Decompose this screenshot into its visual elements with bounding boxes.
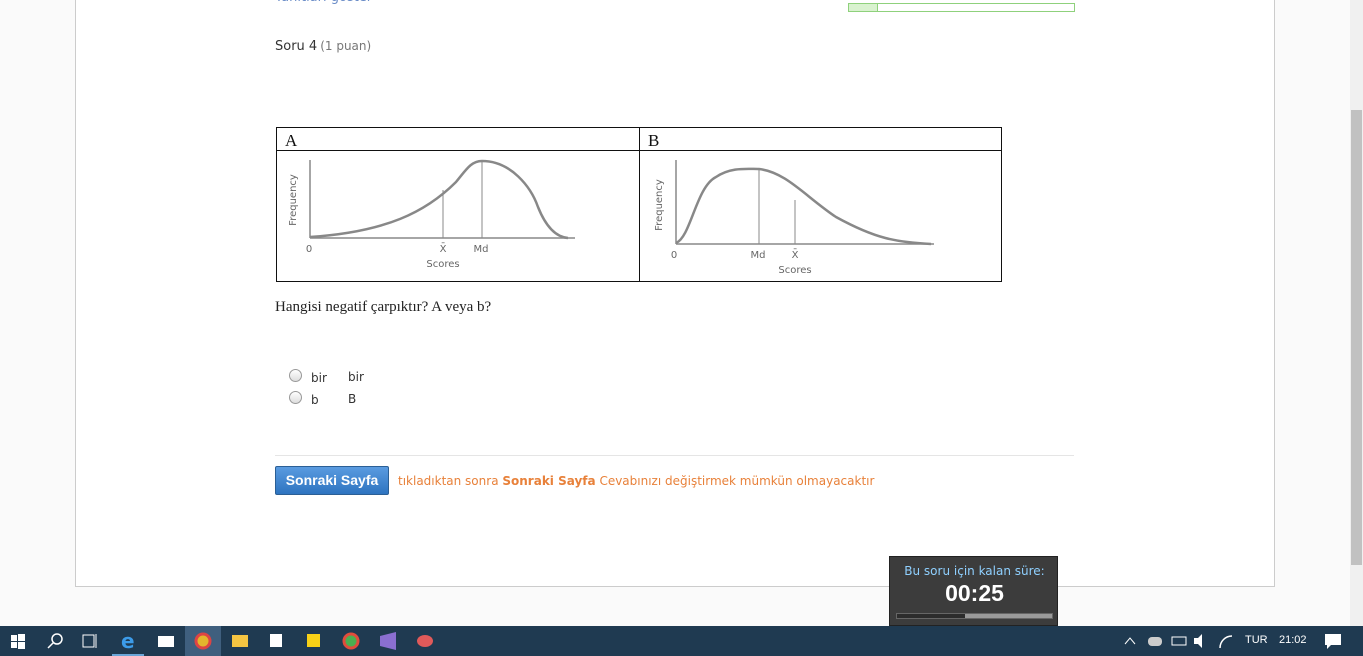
battery-icon[interactable] [1171,636,1187,646]
content-card [75,0,1275,587]
notes-icon[interactable] [307,634,320,647]
option-label[interactable]: b [311,393,319,407]
option-label[interactable]: bir [311,371,327,385]
origin-label: 0 [671,250,677,261]
y-axis-label: Frequency [654,179,665,231]
radio-button[interactable] [289,391,302,404]
x-axis-label: Scores [426,259,459,270]
panel-b-graph [675,160,934,246]
timer-value: 00:25 [945,580,1004,606]
system-tray [1124,634,1341,649]
timer-bar-fill [897,614,965,618]
tray-arrow[interactable] [1124,637,1136,645]
volume-icon[interactable] [1194,634,1202,648]
panel-label: B [648,131,659,150]
question-text: Hangisi negatif çarpıktır? A veya b? [275,299,492,315]
note-text: tıkladıktan sonra [398,474,499,488]
timer-bar [896,613,1053,619]
active-indicator [112,654,144,656]
store-icon[interactable] [270,634,282,647]
app-icon[interactable] [417,635,433,647]
progress-fill [849,4,878,11]
origin-label: 0 [306,244,312,255]
y-axis-label: Frequency [288,174,299,226]
option-text[interactable]: B [348,392,357,406]
show-answers-link[interactable]: Yanıtları göster [275,0,372,5]
progress-bar [848,3,1075,12]
panel-a-graph [309,159,575,240]
wifi-icon[interactable] [1219,635,1233,649]
search-button[interactable] [47,633,63,649]
explorer-icon[interactable] [232,635,248,647]
marker-label: Md [751,250,766,261]
radio-button[interactable] [289,369,302,382]
language-indicator[interactable]: TUR [1245,634,1268,646]
question-points: (1 puan) [320,39,372,53]
separator [275,455,1074,456]
marker-label: Md [474,244,489,255]
task-view[interactable] [82,634,97,648]
panel-label: A [285,131,298,150]
taskbar [0,626,1363,656]
edge-icon[interactable]: e [121,629,135,653]
chrome-icon[interactable] [194,632,212,650]
question-title: Soru 4 [275,39,318,54]
x-axis-label: Scores [778,265,811,276]
next-page-button[interactable]: Sonraki Sayfa [275,466,389,495]
vs-icon[interactable] [380,632,396,650]
note-emphasis: Sonraki Sayfa [502,474,596,488]
timer-label: Bu soru için kalan süre: [904,564,1045,578]
notification-icon[interactable] [1325,634,1341,649]
warning-note: tıkladıktan sonra Sonraki Sayfa Cevabını… [398,474,874,488]
marker-label: X̄ [792,248,799,261]
clock[interactable]: 21:02 [1279,634,1307,646]
marker-label: X̄ [440,242,447,255]
timer-box: Bu soru için kalan süre: 00:25 [889,556,1058,626]
mail-icon[interactable] [158,636,174,647]
cloud-icon[interactable] [1148,637,1162,646]
start-button[interactable] [11,634,25,649]
question-figure: A B Frequency 0 X̄ Md Scores Frequency 0… [276,127,1002,282]
taskbar-icons: e [11,626,433,656]
chrome-alt-icon[interactable] [342,632,360,650]
option-text[interactable]: bir [348,370,364,384]
question-heading: Soru 4 (1 puan) [275,39,371,54]
note-text: Cevabınızı değiştirmek mümkün olmayacakt… [599,474,875,488]
scrollbar-thumb[interactable] [1351,110,1362,565]
